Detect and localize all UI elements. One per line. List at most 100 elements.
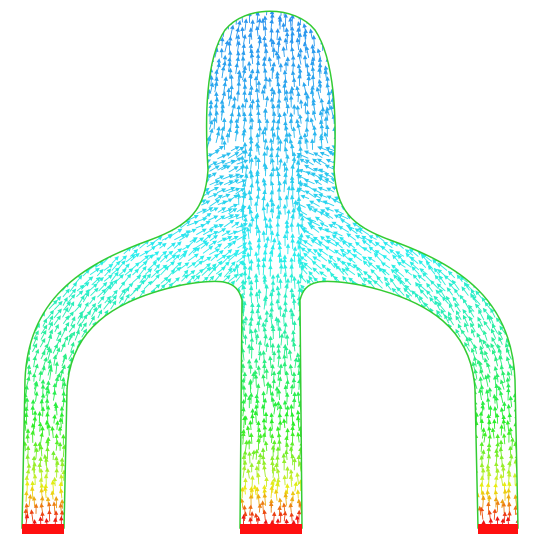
velocity-arrow xyxy=(119,389,122,400)
velocity-arrow xyxy=(153,98,156,108)
velocity-arrow xyxy=(96,359,99,368)
velocity-arrow xyxy=(502,243,511,250)
velocity-arrow xyxy=(498,8,504,17)
velocity-arrow xyxy=(316,322,322,331)
velocity-arrow xyxy=(394,114,398,123)
velocity-arrow xyxy=(478,70,484,79)
velocity-arrow xyxy=(214,447,217,457)
velocity-arrow xyxy=(255,278,258,289)
velocity-arrow xyxy=(290,265,293,275)
velocity-arrow xyxy=(347,168,354,173)
velocity-arrow xyxy=(461,64,466,73)
velocity-arrow xyxy=(69,189,78,193)
velocity-arrow xyxy=(174,200,183,206)
velocity-arrow xyxy=(102,440,105,450)
velocity-arrow xyxy=(312,76,315,88)
velocity-arrow xyxy=(482,99,487,108)
velocity-arrow xyxy=(168,4,171,16)
velocity-arrow xyxy=(155,374,158,382)
velocity-arrow xyxy=(359,155,368,159)
velocity-arrow xyxy=(373,77,378,88)
velocity-arrow xyxy=(314,6,317,18)
velocity-arrow xyxy=(360,425,363,436)
velocity-arrow xyxy=(98,297,104,304)
velocity-arrow xyxy=(277,402,280,410)
velocity-arrow xyxy=(286,105,289,114)
velocity-arrow xyxy=(97,412,100,422)
velocity-arrow xyxy=(430,134,433,142)
velocity-arrow xyxy=(331,402,334,410)
velocity-arrow xyxy=(418,409,421,418)
velocity-arrow xyxy=(116,399,119,408)
velocity-arrow xyxy=(348,287,354,295)
velocity-arrow xyxy=(94,384,97,395)
velocity-arrow xyxy=(188,276,195,283)
velocity-arrow xyxy=(190,47,194,58)
velocity-arrow xyxy=(158,215,166,220)
velocity-arrow xyxy=(103,57,107,68)
velocity-arrow xyxy=(49,250,57,255)
velocity-arrow xyxy=(452,229,461,235)
velocity-arrow xyxy=(433,243,441,249)
velocity-arrow xyxy=(259,434,262,443)
velocity-arrow xyxy=(159,124,162,134)
velocity-arrow xyxy=(353,378,356,387)
velocity-arrow xyxy=(148,56,153,66)
velocity-arrow xyxy=(464,1,470,11)
velocity-arrow xyxy=(90,29,94,40)
velocity-arrow xyxy=(147,227,156,234)
velocity-arrow xyxy=(105,159,113,164)
velocity-arrow xyxy=(408,335,412,344)
velocity-arrow xyxy=(325,372,328,382)
velocity-arrow xyxy=(102,467,105,478)
velocity-arrow xyxy=(127,425,130,436)
velocity-arrow xyxy=(90,193,101,198)
velocity-arrow xyxy=(352,114,355,122)
velocity-arrow xyxy=(147,63,151,72)
velocity-arrow xyxy=(360,13,363,24)
velocity-arrow xyxy=(159,329,164,338)
velocity-arrow xyxy=(496,228,505,234)
velocity-arrow xyxy=(173,36,176,46)
velocity-arrow xyxy=(432,453,435,464)
velocity-arrow xyxy=(417,41,421,52)
velocity-arrow xyxy=(117,373,120,382)
velocity-arrow xyxy=(409,372,412,381)
velocity-arrow xyxy=(132,428,135,437)
velocity-arrow xyxy=(437,79,442,89)
velocity-arrow xyxy=(335,210,344,214)
velocity-arrow xyxy=(444,58,449,67)
velocity-arrow xyxy=(448,257,454,264)
velocity-arrow xyxy=(130,336,135,346)
velocity-arrow xyxy=(464,100,468,109)
velocity-arrow xyxy=(473,256,480,263)
velocity-arrow xyxy=(139,109,142,117)
velocity-arrow xyxy=(131,435,134,444)
velocity-arrow xyxy=(176,314,181,324)
velocity-arrow xyxy=(81,200,90,204)
velocity-arrow xyxy=(318,393,321,403)
velocity-arrow xyxy=(63,136,68,143)
velocity-arrow xyxy=(124,22,127,32)
velocity-arrow xyxy=(405,200,413,204)
velocity-arrow xyxy=(28,127,35,137)
velocity-arrow xyxy=(80,480,83,491)
velocity-arrow xyxy=(396,427,399,438)
velocity-arrow xyxy=(475,62,481,72)
velocity-arrow xyxy=(349,471,352,479)
velocity-arrow xyxy=(145,84,148,92)
velocity-arrow xyxy=(201,461,204,470)
velocity-arrow xyxy=(317,49,320,59)
velocity-arrow xyxy=(415,71,418,80)
velocity-arrow xyxy=(179,421,182,432)
velocity-arrow xyxy=(333,0,336,9)
velocity-arrow xyxy=(92,127,97,137)
velocity-arrow xyxy=(467,238,476,243)
velocity-arrow xyxy=(511,279,517,285)
velocity-arrow xyxy=(262,351,265,361)
velocity-arrow xyxy=(132,97,135,106)
velocity-arrow xyxy=(389,15,393,24)
velocity-arrow xyxy=(70,57,76,67)
velocity-arrow xyxy=(397,365,400,375)
velocity-arrow xyxy=(62,151,71,157)
